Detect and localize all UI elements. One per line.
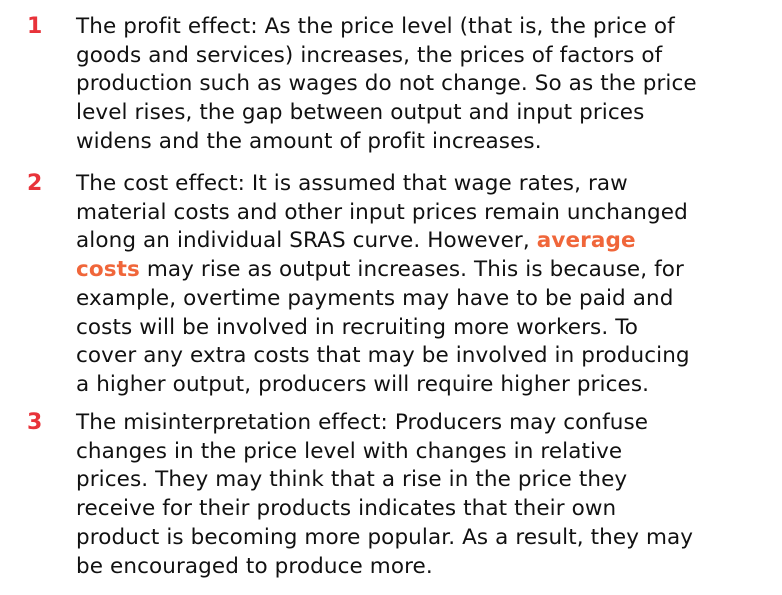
text-line: product is becoming more popular. As a r… (76, 524, 694, 550)
text-line: goods and services) increases, the price… (76, 42, 663, 68)
text-line: be encouraged to produce more. (76, 553, 433, 579)
text-line: example, overtime payments may have to b… (76, 285, 674, 311)
text-line: prices. They may think that a rise in th… (76, 467, 628, 493)
item-number: 2 (27, 171, 43, 196)
text-line: The profit effect: As the price level (t… (76, 14, 675, 39)
text-line: material costs and other input prices re… (76, 199, 688, 225)
item-text: The cost effect: It is assumed that wage… (76, 170, 690, 400)
item-number: 1 (27, 14, 43, 39)
text-line: The misinterpretation effect: Producers … (76, 410, 649, 435)
item-text: The profit effect: As the price level (t… (76, 13, 697, 157)
text-line: widens and the amount of profit increase… (76, 128, 542, 154)
text-line: cover any extra costs that may be involv… (76, 343, 690, 369)
item-text: The misinterpretation effect: Producers … (76, 409, 693, 581)
text-line: costs may rise as output increases. This… (76, 256, 690, 285)
text-line: production such as wages do not change. … (76, 71, 697, 97)
text-line: a higher output, producers will require … (76, 371, 650, 397)
text-segment: may rise as output increases. This is be… (139, 257, 684, 283)
key-term-costs: costs (76, 257, 140, 283)
text-line: along an individual SRAS curve. However,… (76, 227, 690, 256)
key-term-average: average (536, 228, 636, 254)
text-line: receive for their products indicates tha… (76, 496, 617, 522)
text-line: The cost effect: It is assumed that wage… (76, 171, 628, 196)
text-segment: along an individual SRAS curve. However, (76, 228, 537, 254)
text-line: costs will be involved in recruiting mor… (76, 314, 639, 340)
text-line: level rises, the gap between output and … (76, 100, 645, 126)
text-line: changes in the price level with changes … (76, 438, 623, 464)
item-number: 3 (27, 410, 43, 435)
